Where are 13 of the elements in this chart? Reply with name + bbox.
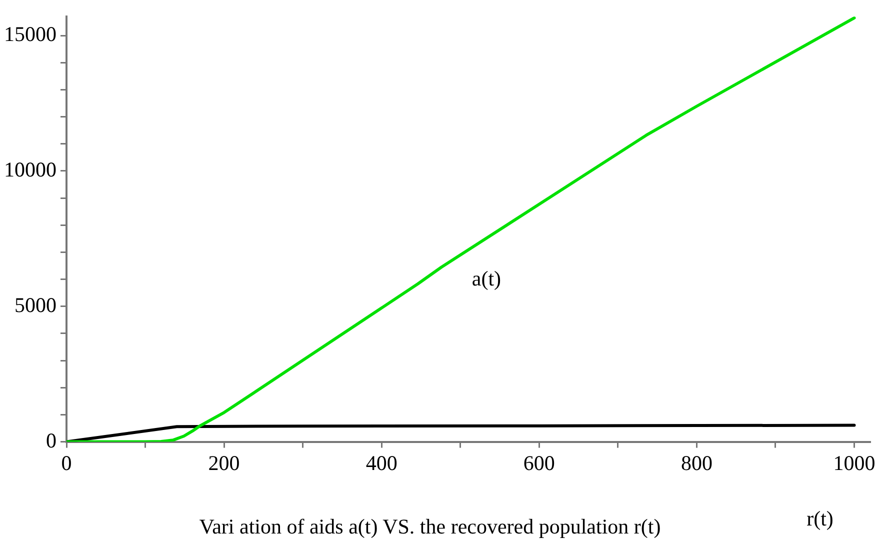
x-tick-label: 0 [61, 450, 72, 475]
y-tick-label: 0 [46, 428, 56, 452]
y-tick-label: 10000 [4, 157, 56, 182]
text: Vari ation of aids a(t) VS. the recovered population r(t) [199, 514, 661, 539]
y-tick-label: 15000 [4, 22, 56, 46]
x-tick-label: 800 [680, 450, 712, 475]
x-tick-label: 1000 [833, 450, 876, 475]
x-tick-label: 400 [366, 450, 398, 475]
x-tick-label: 200 [208, 450, 240, 475]
series-label: a(t) [472, 266, 502, 291]
x-axis-title: r(t) [806, 506, 834, 531]
y-tick-label: 5000 [14, 292, 56, 317]
x-tick-label: 600 [523, 450, 555, 475]
